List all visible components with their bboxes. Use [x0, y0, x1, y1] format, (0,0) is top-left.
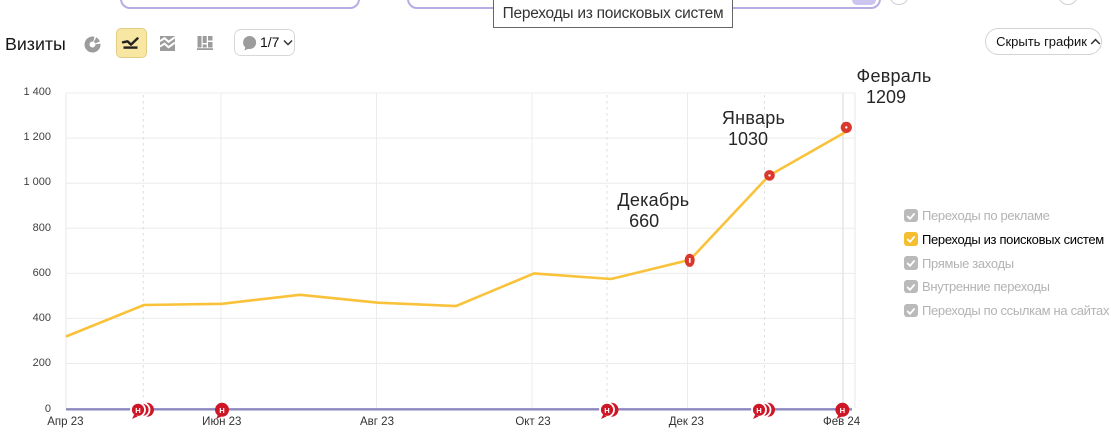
svg-text:Н: Н	[219, 406, 224, 415]
svg-text:Н: Н	[840, 406, 845, 415]
svg-text:Н: Н	[604, 406, 609, 415]
svg-text:Н: Н	[135, 406, 140, 415]
svg-text:Н: Н	[756, 406, 761, 415]
